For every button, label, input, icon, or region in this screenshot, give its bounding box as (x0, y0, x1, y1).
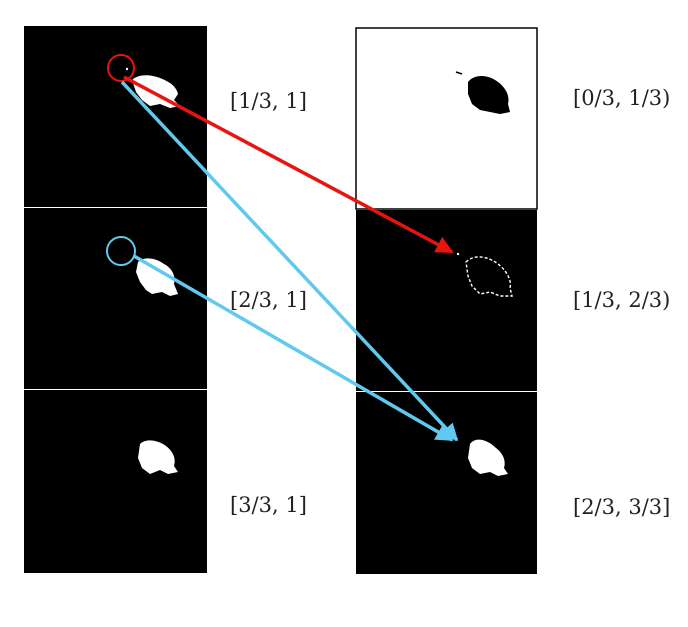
left-label-2: [2/3, 1] (230, 288, 307, 312)
left-column (24, 26, 207, 573)
right-label-3: [2/3, 3/3] (573, 495, 670, 519)
right-panel-1-background (355, 27, 538, 210)
right-label-2: [1/3, 2/3) (573, 288, 670, 312)
left-panel-3-background (24, 390, 207, 573)
right-panel-1-speck (455, 71, 463, 75)
cyan-marker-circle (106, 236, 136, 266)
arrows (120, 75, 459, 442)
left-label-1: [1/3, 1] (230, 89, 307, 113)
right-label-1: [0/3, 1/3) (573, 86, 670, 110)
left-panel-1-background (24, 26, 207, 207)
left-panel-2-background (24, 208, 207, 389)
left-panel-2 (24, 208, 207, 389)
right-panel-3-background (356, 392, 537, 574)
cyan-arrow-1 (120, 80, 459, 442)
right-panel-3-blob (468, 439, 508, 476)
red-marker-circle (107, 54, 135, 82)
right-panel-1 (355, 27, 538, 210)
labels: [1/3, 1] [2/3, 1] [3/3, 1] [0/3, 1/3) [1… (230, 86, 670, 519)
cyan-arrow-2 (133, 254, 454, 442)
right-panel-2-background (356, 210, 537, 391)
left-panel-1 (24, 26, 207, 207)
red-arrow (123, 75, 454, 254)
left-panel-2-blob (136, 258, 178, 296)
right-panel-1-blob (468, 76, 510, 114)
left-panel-3-blob (138, 440, 178, 474)
left-panel-1-speck (125, 67, 129, 71)
right-panel-2 (356, 210, 537, 391)
right-panel-2-speck (456, 252, 460, 256)
left-panel-3 (24, 390, 207, 573)
right-column (355, 27, 538, 574)
right-panel-3 (356, 392, 537, 574)
left-label-3: [3/3, 1] (230, 493, 307, 517)
